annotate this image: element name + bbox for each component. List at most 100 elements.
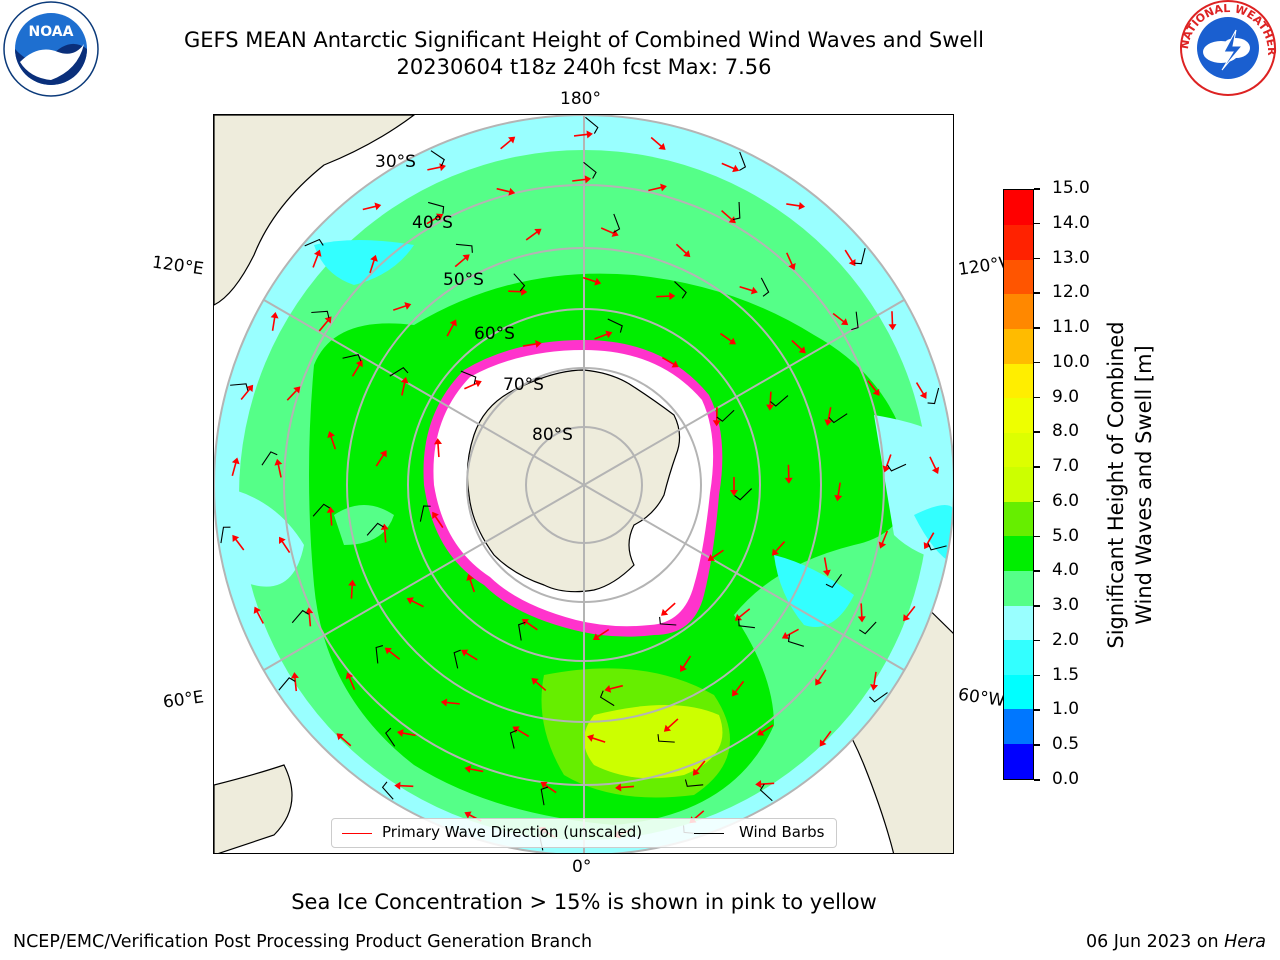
wind-barb bbox=[927, 543, 947, 551]
wave-arrowhead bbox=[692, 768, 700, 776]
lat-label-30s: 30°S bbox=[375, 152, 416, 172]
wave-arrowhead bbox=[439, 163, 446, 172]
colorbar-segment bbox=[1004, 501, 1033, 537]
colorbar-segment bbox=[1004, 605, 1033, 641]
wave-arrowhead bbox=[440, 698, 448, 707]
wind-barb bbox=[513, 273, 526, 292]
wave-arrowhead bbox=[327, 431, 335, 439]
colorbar-tick-label: 7.0 bbox=[1034, 456, 1079, 476]
lon-label-0: 0° bbox=[572, 857, 592, 877]
wind-barb bbox=[261, 451, 278, 466]
wave-arrowhead bbox=[584, 175, 592, 184]
wind-barb bbox=[859, 621, 877, 635]
wind-barb bbox=[230, 383, 249, 391]
colorbar-segment bbox=[1004, 259, 1033, 295]
wind-barb bbox=[825, 574, 843, 589]
lon-label-60w: 60°W bbox=[956, 684, 1007, 712]
wave-arrowhead bbox=[707, 554, 715, 561]
wind-barb bbox=[583, 161, 597, 179]
wave-arrowhead bbox=[766, 404, 775, 411]
wind-barb bbox=[716, 409, 735, 422]
colorbar-tick-label: 11.0 bbox=[1034, 317, 1090, 337]
wave-arrowhead bbox=[345, 672, 354, 680]
wind-barb bbox=[381, 781, 394, 800]
wind-barb bbox=[659, 616, 677, 626]
wave-arrowhead bbox=[461, 649, 469, 657]
wind-barb bbox=[738, 618, 755, 629]
wind-barb bbox=[278, 677, 296, 691]
colorbar-segment bbox=[1004, 639, 1033, 675]
legend-wave-line bbox=[342, 833, 372, 834]
wave-arrowhead bbox=[919, 391, 927, 399]
wave-arrowhead bbox=[380, 523, 389, 530]
colorbar-tick-label: 3.0 bbox=[1034, 595, 1079, 615]
wind-barb bbox=[759, 783, 773, 802]
colorbar-tick-label: 10.0 bbox=[1034, 352, 1090, 372]
wind-barb bbox=[770, 395, 789, 407]
wave-arrowhead bbox=[824, 419, 833, 426]
wind-barb bbox=[304, 238, 324, 247]
map-legend: Primary Wave Direction (unscaled) Wind B… bbox=[331, 818, 837, 848]
wave-arrowhead bbox=[731, 689, 739, 697]
wave-arrowhead bbox=[535, 339, 542, 348]
wind-barb bbox=[854, 247, 866, 265]
polar-map bbox=[213, 114, 954, 854]
wave-arrowhead bbox=[872, 388, 880, 396]
colorbar-segment bbox=[1004, 190, 1033, 226]
footer-date: 06 Jun 2023 on Hera bbox=[1086, 932, 1266, 952]
lat-label-50s: 50°S bbox=[443, 270, 484, 290]
wave-arrowhead bbox=[462, 254, 470, 262]
map-canvas bbox=[214, 115, 953, 853]
wind-barb bbox=[540, 786, 549, 806]
wind-barb bbox=[684, 779, 704, 787]
wave-arrowhead bbox=[798, 346, 806, 354]
wave-arrowhead bbox=[848, 258, 856, 267]
wind-barb bbox=[342, 354, 362, 362]
wind-barb bbox=[739, 151, 747, 171]
wave-arrowhead bbox=[594, 277, 602, 286]
wind-barb bbox=[787, 634, 804, 647]
wave-arrowhead bbox=[508, 136, 516, 144]
wave-arrowhead bbox=[274, 458, 283, 466]
colorbar-tick-label: 15.0 bbox=[1034, 178, 1090, 198]
wind-barbs bbox=[220, 116, 947, 851]
wind-barb bbox=[518, 621, 526, 641]
wave-arrowhead bbox=[348, 579, 357, 586]
wave-arrowhead bbox=[534, 228, 542, 236]
wave-arrowhead bbox=[680, 664, 687, 672]
colorbar-segment bbox=[1004, 743, 1033, 779]
wave-arrowhead bbox=[512, 726, 520, 734]
wave-arrowhead bbox=[882, 465, 891, 473]
wave-arrowhead bbox=[432, 511, 439, 519]
wave-arrowhead bbox=[521, 287, 528, 296]
colorbar-label-line1: Significant Height of Combined bbox=[1104, 321, 1128, 649]
colorbar-segment bbox=[1004, 224, 1033, 260]
wind-barb bbox=[366, 522, 384, 536]
wave-arrowhead bbox=[466, 574, 474, 582]
wave-arrowhead bbox=[592, 633, 601, 640]
wave-arrowhead bbox=[870, 684, 879, 691]
colorbar-tick-label: 4.0 bbox=[1034, 560, 1079, 580]
wave-arrowhead bbox=[611, 229, 619, 237]
legend-barb-label: Wind Barbs bbox=[739, 823, 825, 841]
wave-arrowhead bbox=[661, 608, 669, 616]
lon-label-180: 180° bbox=[560, 89, 601, 109]
svg-text:NOAA: NOAA bbox=[29, 24, 74, 40]
wave-arrowhead bbox=[400, 376, 409, 384]
wind-barb bbox=[613, 213, 621, 233]
wave-arrowhead bbox=[669, 292, 676, 301]
footer-credit: NCEP/EMC/Verification Post Processing Pr… bbox=[13, 932, 593, 952]
wind-barb bbox=[389, 366, 409, 377]
wind-barb bbox=[607, 318, 623, 333]
wind-barb bbox=[585, 116, 599, 134]
wave-arrowhead bbox=[605, 330, 613, 339]
wave-arrowhead bbox=[540, 781, 548, 789]
wind-barb bbox=[760, 277, 770, 297]
wind-barb bbox=[220, 526, 231, 544]
wind-barb bbox=[869, 692, 888, 703]
colorbar-tick-label: 8.0 bbox=[1034, 421, 1079, 441]
wave-arrowhead bbox=[888, 324, 897, 331]
wave-arrowhead bbox=[436, 213, 444, 221]
wave-arrowhead bbox=[326, 506, 335, 513]
colorbar-tick-label: 1.0 bbox=[1034, 699, 1079, 719]
